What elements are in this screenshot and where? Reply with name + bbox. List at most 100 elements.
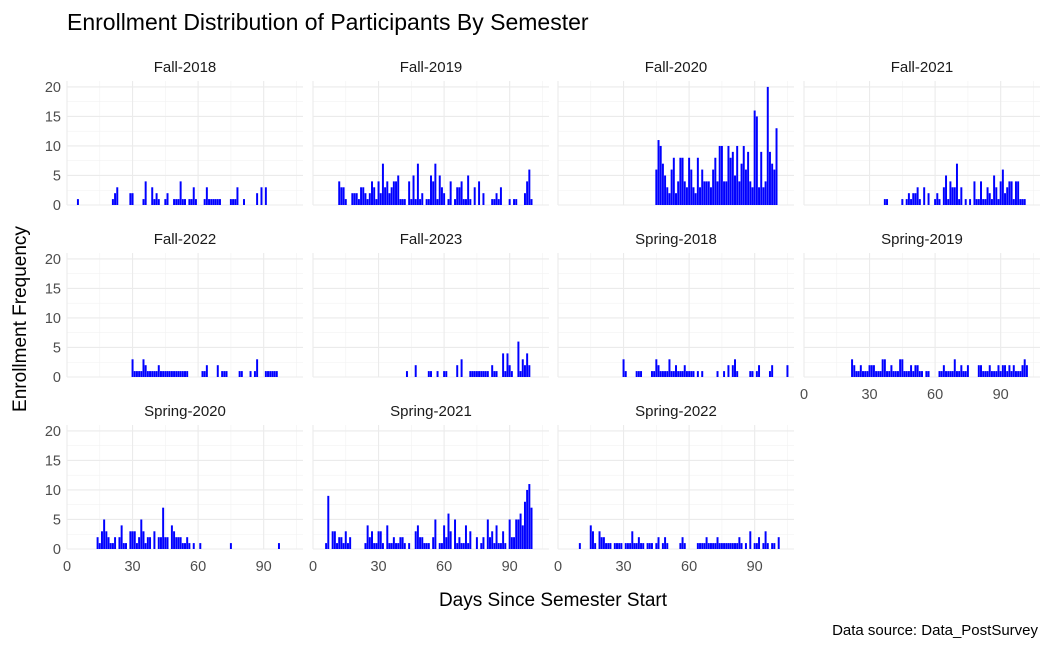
bar — [100, 531, 103, 549]
bar — [114, 193, 117, 205]
bar — [447, 513, 450, 549]
bar — [403, 199, 406, 205]
bar — [419, 537, 422, 549]
bar — [642, 543, 645, 549]
bar — [901, 359, 904, 377]
bar — [216, 365, 219, 377]
y-tick-label: 20 — [45, 252, 61, 268]
bar — [96, 537, 99, 549]
bar — [866, 371, 869, 377]
bar — [151, 371, 154, 377]
bar — [1008, 181, 1011, 205]
x-tick-label: 30 — [370, 559, 386, 575]
bar — [655, 359, 658, 377]
bar — [703, 181, 706, 205]
bar — [993, 175, 996, 205]
bar — [997, 365, 1000, 377]
bar — [666, 543, 669, 549]
bar — [692, 187, 695, 205]
bar — [591, 531, 594, 549]
bar — [977, 199, 980, 205]
bar — [899, 359, 902, 377]
bar — [454, 519, 457, 549]
bar — [510, 371, 513, 377]
bar — [395, 543, 398, 549]
bar — [1025, 365, 1028, 377]
bar — [958, 199, 961, 205]
bar — [142, 359, 145, 377]
bar — [384, 187, 387, 205]
bar — [144, 365, 147, 377]
bar — [432, 537, 435, 549]
bar — [357, 199, 360, 205]
bar — [986, 187, 989, 205]
bar — [999, 181, 1002, 205]
bar — [495, 193, 498, 205]
bar — [755, 371, 758, 377]
bar — [412, 175, 415, 205]
bar — [131, 193, 134, 205]
bar — [993, 371, 996, 377]
bar — [1014, 181, 1017, 205]
bar — [109, 543, 112, 549]
bar — [681, 157, 684, 205]
bar — [731, 365, 734, 377]
bar — [427, 371, 430, 377]
bar — [181, 199, 184, 205]
bar — [977, 365, 980, 377]
bar — [694, 193, 697, 205]
bar — [629, 543, 632, 549]
bar — [234, 199, 237, 205]
bar — [945, 371, 948, 377]
bar — [705, 537, 708, 549]
bar — [506, 353, 509, 377]
bar — [118, 537, 121, 549]
bar — [921, 371, 923, 377]
bar — [753, 110, 756, 205]
bar — [936, 193, 939, 205]
bar — [940, 371, 943, 377]
bar — [736, 145, 739, 205]
bar — [397, 175, 400, 205]
bar — [238, 371, 241, 377]
bar — [670, 169, 673, 205]
bar — [747, 151, 750, 205]
bar — [951, 187, 954, 205]
bar — [1014, 371, 1017, 377]
bar — [1017, 371, 1020, 377]
bar — [681, 371, 684, 377]
bar — [201, 371, 204, 377]
bar — [157, 199, 160, 205]
bar — [578, 543, 581, 549]
bar — [688, 157, 691, 205]
bar — [851, 359, 854, 377]
bar — [888, 371, 891, 377]
bar — [947, 199, 950, 205]
bar — [616, 543, 618, 549]
bar — [661, 371, 664, 377]
bar — [701, 169, 704, 205]
bar — [513, 199, 516, 205]
bar — [414, 365, 417, 377]
bar — [249, 371, 252, 377]
bar — [912, 193, 915, 205]
bar — [879, 371, 882, 377]
bar — [410, 199, 413, 205]
bar — [502, 353, 505, 377]
bar — [162, 371, 165, 377]
bar — [771, 543, 774, 549]
bar — [515, 519, 518, 549]
bar — [449, 531, 452, 549]
bar — [146, 537, 149, 549]
bar — [159, 537, 162, 549]
bar — [497, 199, 500, 205]
bar — [129, 531, 132, 549]
bar — [131, 359, 134, 377]
bar — [499, 543, 502, 549]
bar — [701, 543, 704, 549]
bar — [214, 199, 217, 205]
bar — [114, 537, 117, 549]
bar — [738, 181, 741, 205]
bar — [744, 169, 747, 205]
bar — [333, 531, 336, 549]
